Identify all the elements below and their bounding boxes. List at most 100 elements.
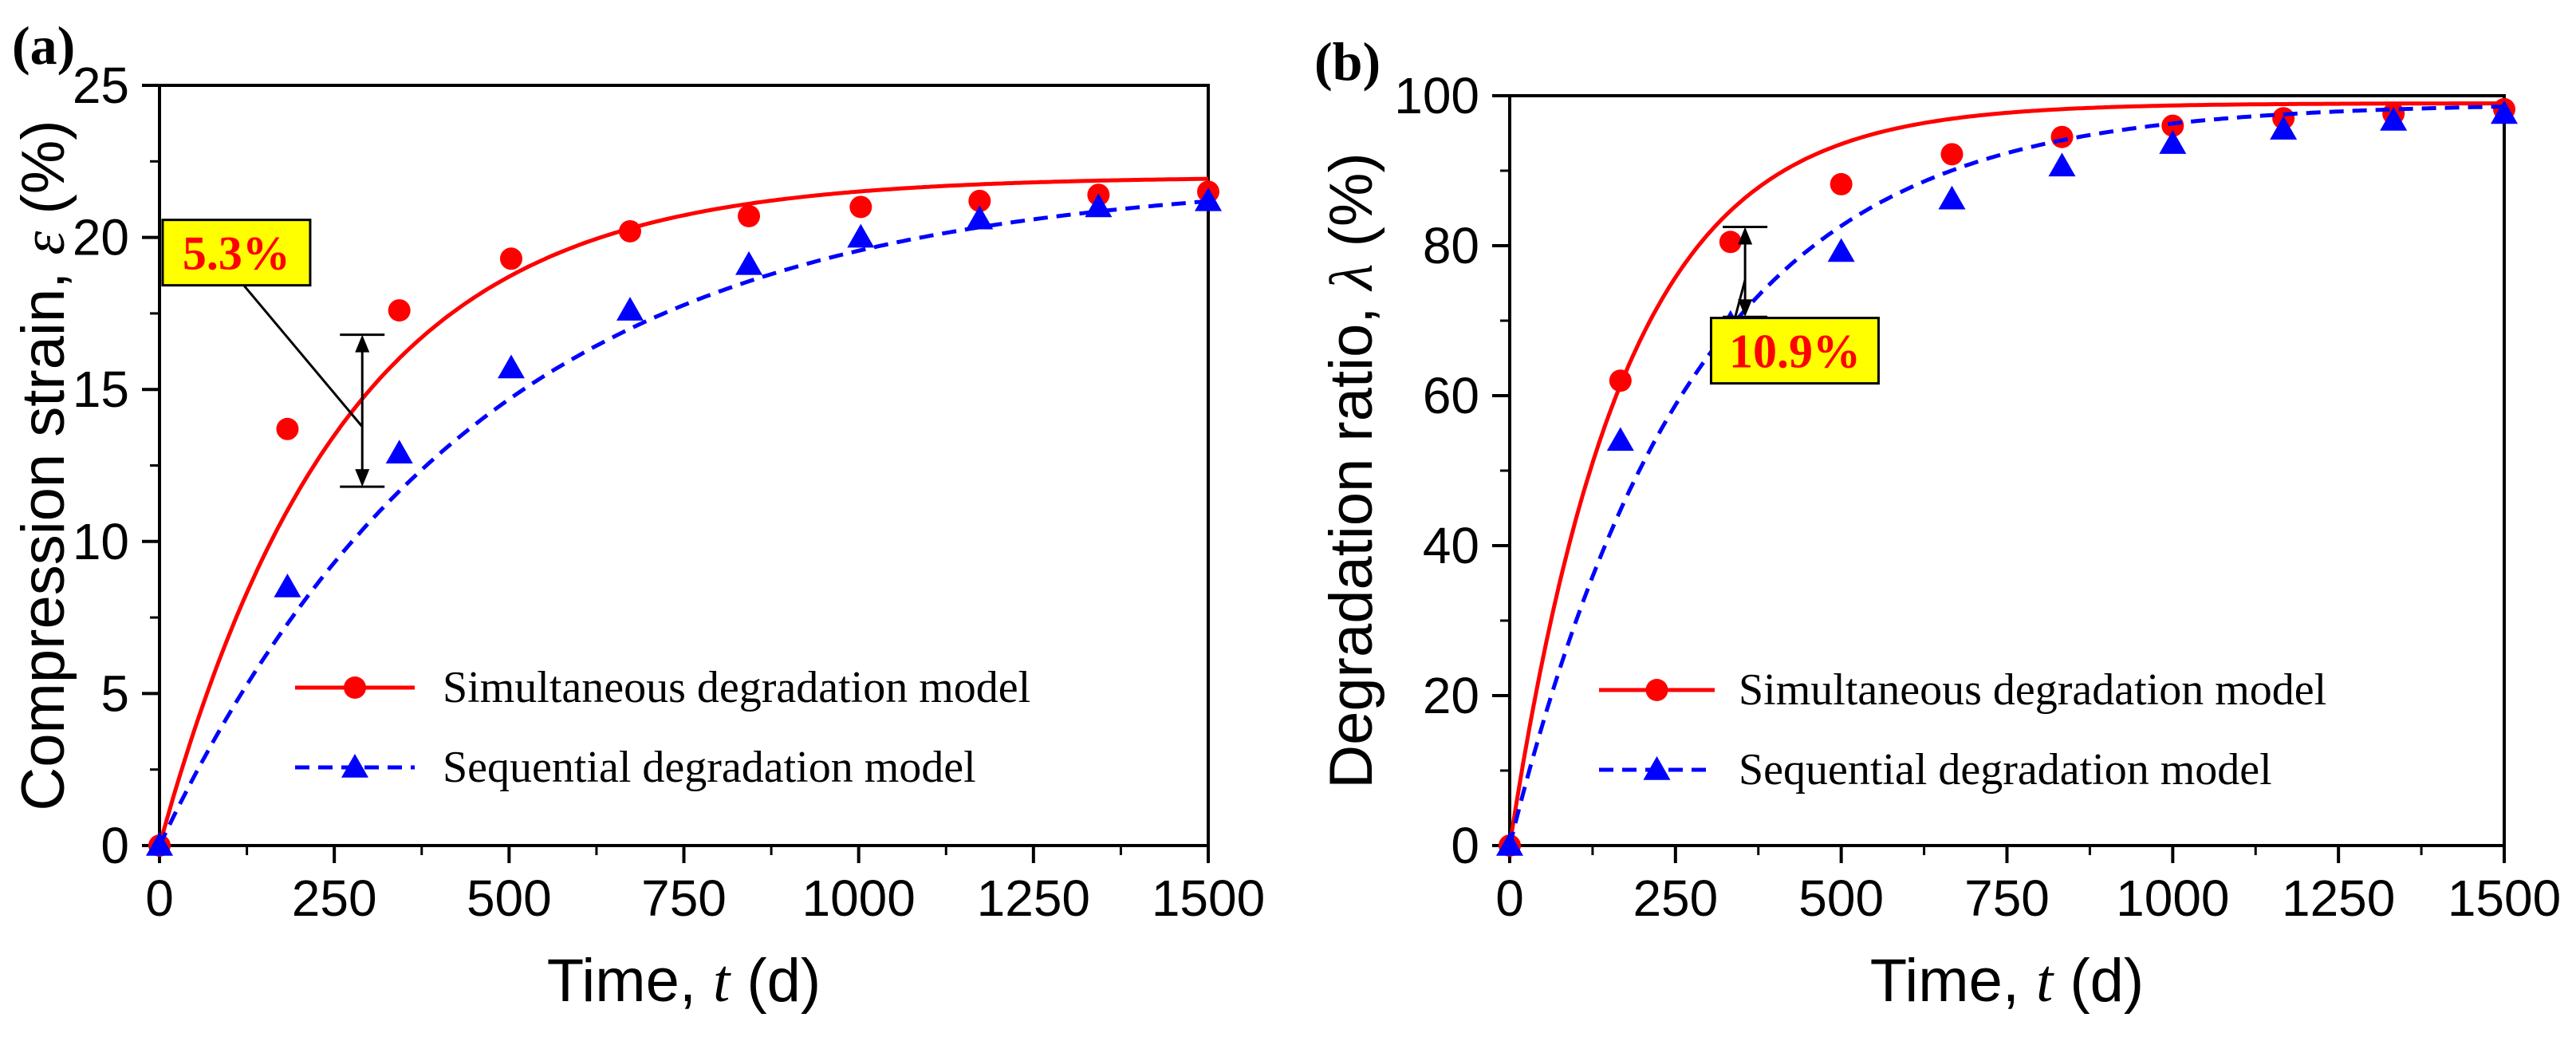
- x-axis-title-text: Time,: [547, 947, 713, 1015]
- data-point: [1940, 143, 1964, 166]
- x-tick-label: 1500: [1152, 869, 1265, 927]
- difference-annotation: 10.9%: [1709, 226, 1880, 385]
- series-0: Simultaneous degradation model: [1499, 97, 2515, 857]
- data-point: [849, 195, 872, 219]
- data-point: [1496, 832, 1523, 856]
- data-point: [616, 297, 644, 321]
- y-tick-label: 20: [1423, 667, 1479, 724]
- data-point: [1085, 193, 1113, 218]
- x-tick-label: 250: [292, 869, 377, 927]
- data-point: [1827, 238, 1855, 262]
- data-point: [2491, 100, 2518, 124]
- series-line: [1507, 101, 2504, 846]
- data-point: [388, 299, 411, 322]
- y-tick-label: 20: [73, 209, 129, 266]
- x-tick-label: 1000: [2116, 869, 2229, 927]
- legend-label: Simultaneous degradation model: [1739, 665, 2326, 715]
- data-point: [1609, 369, 1632, 392]
- panel-label: (a): [12, 15, 75, 76]
- legend-marker: [1645, 679, 1668, 701]
- y-tick-label: 60: [1423, 367, 1479, 424]
- legend-marker: [344, 676, 366, 699]
- x-axis-variable: t: [713, 948, 731, 1015]
- data-point: [1606, 427, 1634, 451]
- y-tick-label: 0: [100, 817, 129, 874]
- y-tick-label: 25: [73, 57, 129, 114]
- data-point: [2048, 152, 2076, 177]
- legend-label: Sequential degradation model: [1739, 745, 2272, 795]
- y-tick-label: 100: [1394, 67, 1479, 124]
- y-axis-title: Degradation ratio, λ (%): [1318, 152, 1385, 789]
- data-point: [968, 189, 991, 212]
- x-tick-label: 1500: [2448, 869, 2561, 927]
- data-point: [738, 204, 761, 227]
- x-tick-label: 500: [1798, 869, 1884, 927]
- annotation-box: [1709, 317, 1880, 385]
- data-point: [1719, 231, 1742, 254]
- legend-marker: [1643, 756, 1671, 780]
- data-point: [966, 205, 994, 230]
- data-point: [499, 247, 522, 270]
- series-line: [157, 199, 1209, 847]
- leader-line: [1734, 279, 1747, 318]
- y-tick-label: 80: [1423, 217, 1479, 274]
- x-tick-label: 1250: [2282, 869, 2395, 927]
- series-1: Sequential degradation model: [1496, 100, 2518, 856]
- data-point: [618, 219, 641, 243]
- data-point: [2161, 114, 2184, 137]
- difference-annotation: 5.3%: [161, 219, 385, 488]
- x-axis-unit: (d): [730, 947, 821, 1015]
- data-point: [2380, 107, 2408, 131]
- data-point: [497, 354, 525, 379]
- arrow-head-down: [355, 469, 370, 487]
- data-point: [385, 440, 413, 464]
- x-tick-label: 500: [467, 869, 552, 927]
- series-line: [157, 176, 1208, 846]
- data-point: [2270, 116, 2298, 140]
- y-axis-unit: (%): [10, 120, 77, 231]
- x-tick-label: 750: [641, 869, 727, 927]
- data-point: [1830, 172, 1853, 195]
- data-point: [1938, 185, 1966, 210]
- y-axis-title-text: Degradation ratio,: [1318, 290, 1385, 788]
- data-point: [276, 417, 299, 440]
- arrow-head-up: [355, 334, 370, 353]
- y-tick-label: 40: [1423, 517, 1479, 574]
- x-tick-label: 750: [1964, 869, 2050, 927]
- data-point: [2050, 125, 2074, 148]
- y-tick-label: 10: [73, 513, 129, 570]
- chart-panel-1: 0 250 500 750 1000 1250 1500 0 20 40 60 80 100(b) Tim…: [1314, 31, 2561, 1015]
- data-point: [274, 573, 301, 597]
- legend-label: Simultaneous degradation model: [443, 663, 1030, 712]
- y-tick-label: 15: [73, 361, 129, 418]
- y-tick-label: 0: [1451, 817, 1479, 874]
- data-point: [847, 223, 875, 248]
- data-point: [146, 832, 173, 856]
- annotation-box: [161, 219, 312, 287]
- data-point: [2159, 130, 2187, 154]
- y-axis-title-text: Compression strain,: [10, 255, 77, 811]
- x-axis-title-text: Time,: [1870, 947, 2036, 1015]
- series-line: [1507, 104, 2505, 846]
- leader-line: [242, 284, 364, 428]
- legend-marker: [341, 754, 368, 778]
- plot-frame: [158, 84, 1210, 847]
- y-axis-title: Compression strain, ε (%): [10, 120, 77, 810]
- x-axis-unit: (d): [2053, 947, 2144, 1015]
- x-tick-label: 0: [1495, 869, 1524, 927]
- y-tick-label: 5: [100, 664, 129, 722]
- x-tick-label: 1250: [977, 869, 1090, 927]
- arrow-head-up: [1738, 227, 1753, 245]
- series-0: Simultaneous degradation model: [148, 176, 1219, 857]
- plot-frame: [1508, 94, 2506, 847]
- annotation-label: 5.3%: [183, 227, 290, 280]
- panel-label: (b): [1314, 31, 1381, 92]
- x-axis-title: Time, t (d): [547, 947, 821, 1015]
- annotation-label: 10.9%: [1729, 325, 1861, 378]
- y-axis-unit: (%): [1318, 152, 1385, 263]
- data-point: [1195, 187, 1222, 211]
- arrow-head-down: [1738, 299, 1753, 317]
- y-axis-variable: ε: [10, 231, 77, 255]
- series-1: Sequential degradation model: [146, 187, 1222, 856]
